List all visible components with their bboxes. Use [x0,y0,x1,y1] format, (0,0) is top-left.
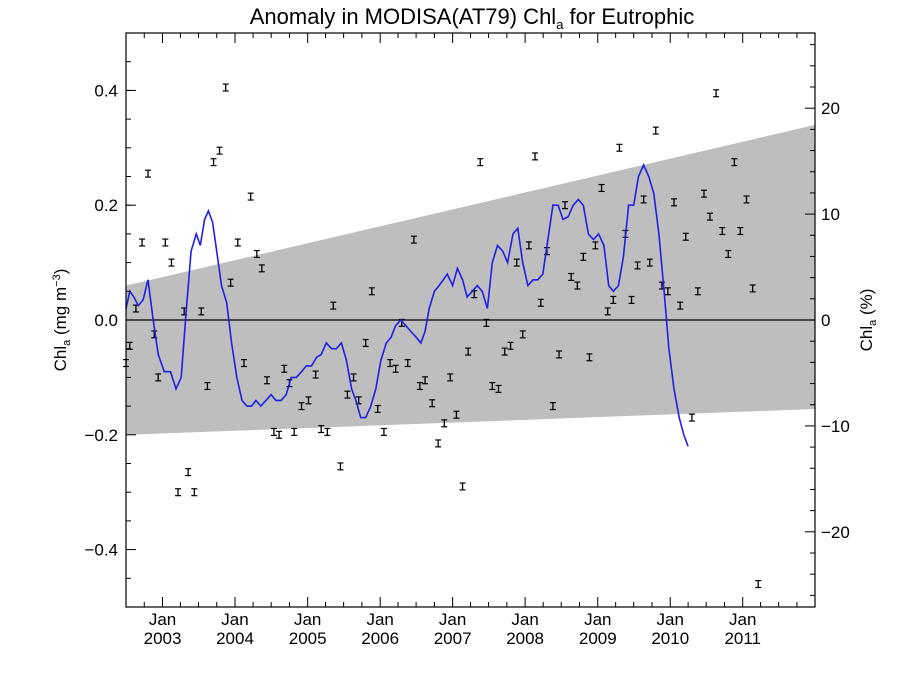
x-tick-month-label: Jan [729,610,756,629]
y-left-tick-label: 0.0 [94,311,118,330]
x-tick-month-label: Jan [149,610,176,629]
y-left-label-close: ) [51,269,70,275]
chart-title-main: Anomaly in MODISA(AT79) Chl [250,4,556,29]
x-tick-month-label: Jan [221,610,248,629]
x-tick-month-label: Jan [366,610,393,629]
chart-title-suffix: for Eutrophic [563,4,694,29]
x-tick-year-label: 2003 [144,629,182,648]
chart-title: Anomaly in MODISA(AT79) Chla for Eutroph… [250,4,695,32]
chart-title-sub: a [556,17,564,32]
smoothed-series-line [125,163,689,447]
y-right-tick-label: 0 [821,311,830,330]
y-left-label-sup: −3 [51,274,63,287]
y-left-tick-label: −0.4 [84,541,118,560]
y-left-label-rest: (mg m [51,287,70,340]
x-tick-year-label: 2009 [579,629,617,648]
x-tick-month-label: Jan [294,610,321,629]
x-tick-month-label: Jan [511,610,538,629]
x-tick-year-label: 2010 [651,629,689,648]
x-tick-month-label: Jan [657,610,684,629]
x-tick-year-label: 2008 [506,629,544,648]
x-tick-year-label: 2006 [361,629,399,648]
y-left-label-base: Chl [51,346,70,372]
x-tick-year-label: 2011 [724,629,761,648]
plot-area: −0.4−0.20.00.20.4−20−1001020Jan2003Jan20… [84,32,850,648]
y-right-tick-label: 10 [821,205,840,224]
x-tick-month-label: Jan [439,610,466,629]
x-tick-year-label: 2007 [434,629,472,648]
x-tick-year-label: 2004 [216,629,254,648]
y-axis-right-label: Chla (%) [857,289,879,352]
y-right-label-rest: (%) [857,289,876,320]
y-right-tick-label: −10 [821,417,850,436]
x-tick-month-label: Jan [584,610,611,629]
y-left-label-sub: a [61,339,73,346]
y-axis-left-label: Chla (mg m−3) [51,269,73,372]
y-left-tick-label: 0.4 [94,81,118,100]
y-right-tick-label: −20 [821,523,850,542]
y-left-tick-label: −0.2 [84,426,118,445]
y-left-tick-label: 0.2 [94,196,118,215]
x-tick-year-label: 2005 [289,629,327,648]
y-right-label-sub: a [867,319,879,326]
y-right-tick-label: 20 [821,99,840,118]
y-right-label-base: Chl [857,326,876,352]
